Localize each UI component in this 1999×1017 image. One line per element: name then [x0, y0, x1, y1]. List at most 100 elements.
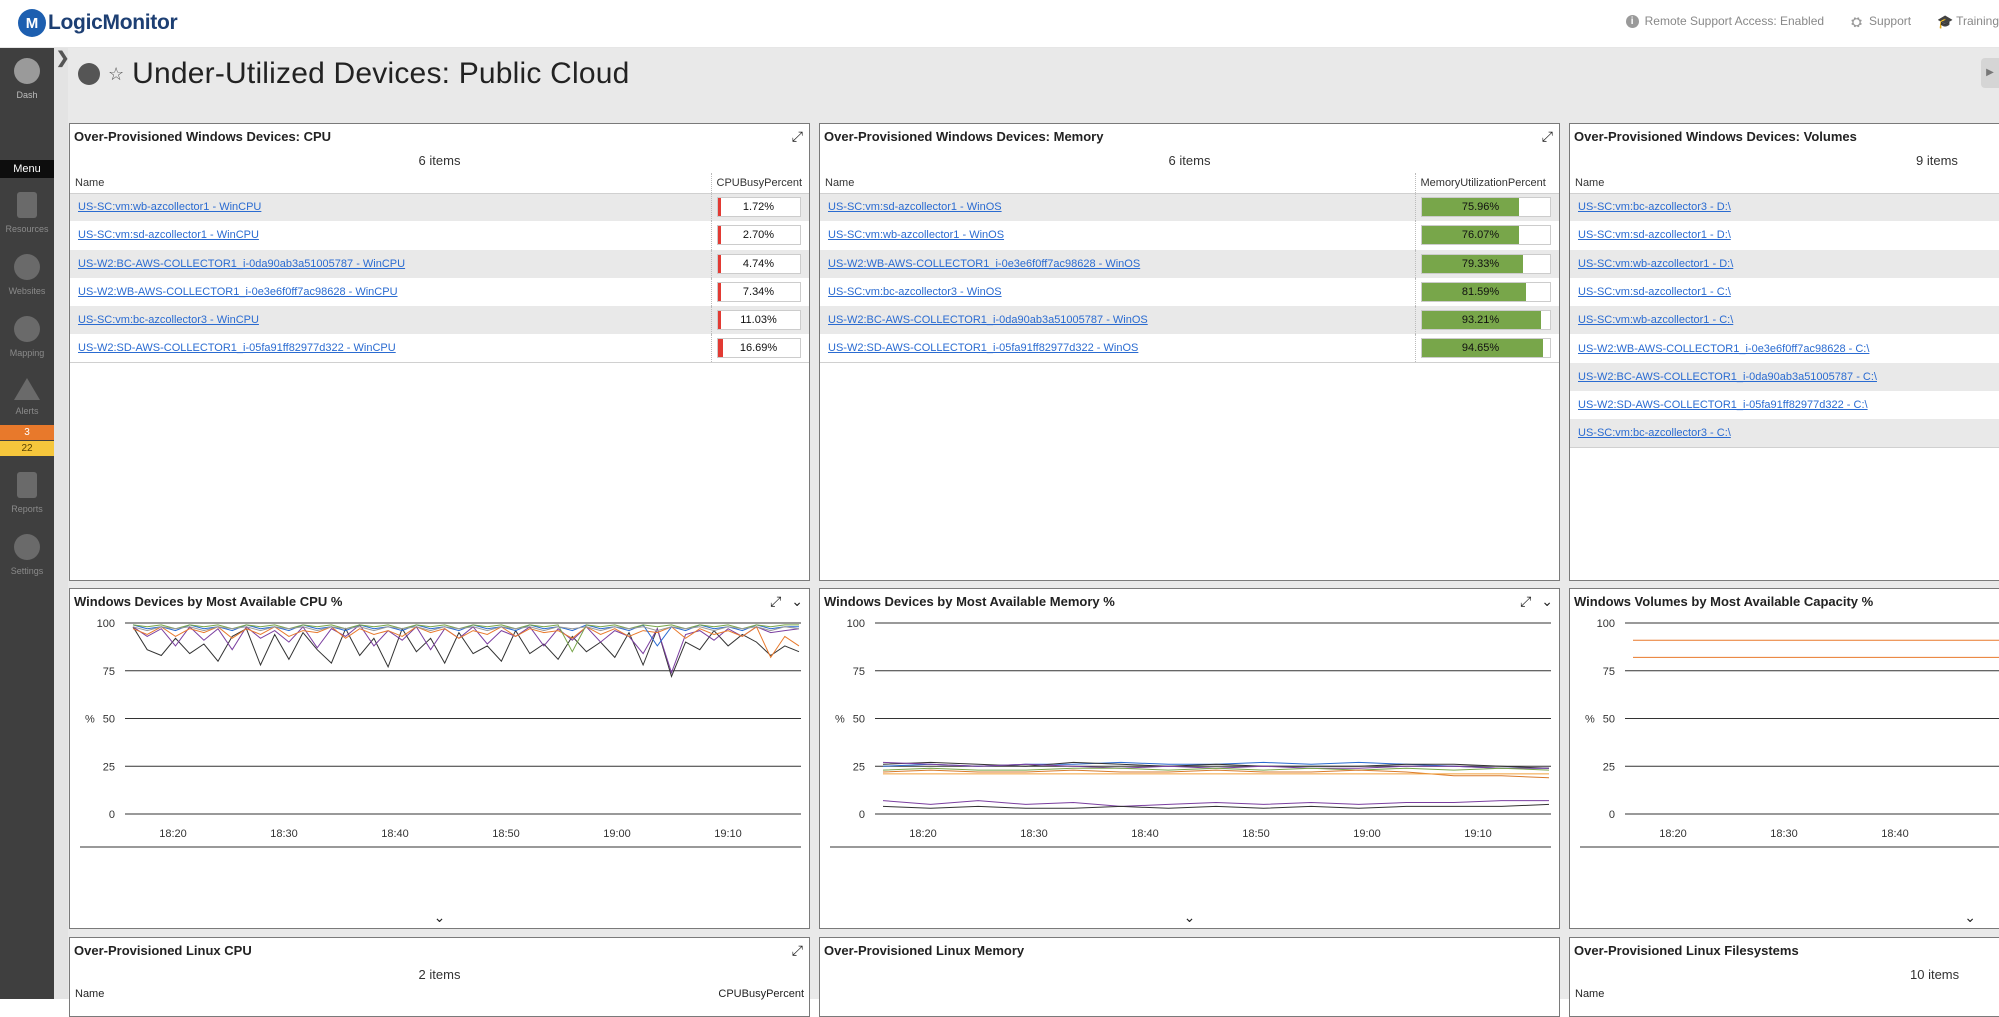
- column-header-name[interactable]: Name: [75, 988, 105, 1000]
- device-link[interactable]: US-SC:vm:bc-azcollector3 - WinOS: [828, 286, 1002, 299]
- sidebar-item-websites[interactable]: Websites: [0, 254, 54, 296]
- sidebar-item-dash[interactable]: Dash: [0, 58, 54, 100]
- logo-mark-icon: M: [18, 9, 46, 37]
- name-cell: US-SC:vm:wb-azcollector1 - D:\: [1570, 249, 1999, 278]
- name-cell: US-W2:WB-AWS-COLLECTOR1_i-0e3e6f0ff7ac98…: [70, 278, 711, 306]
- training-link[interactable]: 🎓 Training: [1937, 14, 1999, 28]
- x-tick-label: 19:00: [1353, 828, 1381, 840]
- device-link[interactable]: US-W2:WB-AWS-COLLECTOR1_i-0e3e6f0ff7ac98…: [828, 257, 1141, 270]
- reports-icon: [17, 472, 37, 498]
- value-cell: 94.65%: [1414, 334, 1559, 364]
- device-link[interactable]: US-W2:BC-AWS-COLLECTOR1_i-0da90ab3a51005…: [78, 257, 406, 270]
- column-header-name[interactable]: Name: [1570, 173, 1999, 194]
- alert-count-warning-badge[interactable]: 22: [0, 441, 54, 456]
- device-link[interactable]: US-W2:SD-AWS-COLLECTOR1_i-05fa91ff82977d…: [1578, 399, 1868, 412]
- column-header-cpu-busy[interactable]: CPUBusyPercent: [710, 173, 809, 194]
- table-row: US-W2:WB-AWS-COLLECTOR1_i-0e3e6f0ff7ac98…: [70, 277, 809, 307]
- logo-text: LogicMonitor: [48, 11, 178, 34]
- column-header-name[interactable]: Name: [820, 173, 1415, 194]
- value-cell: 4.74%: [710, 249, 809, 278]
- device-link[interactable]: US-SC:vm:bc-azcollector3 - WinCPU: [78, 314, 259, 327]
- value-cell: 11.03%: [710, 306, 809, 335]
- support-icon: ⛭: [1851, 13, 1862, 29]
- device-link[interactable]: US-W2:SD-AWS-COLLECTOR1_i-05fa91ff82977d…: [78, 342, 396, 355]
- remote-support-link[interactable]: i Remote Support Access: Enabled: [1625, 14, 1824, 28]
- series-line: [132, 626, 800, 659]
- widget-tools: ⤢ ⌄: [760, 593, 803, 610]
- sidebar-item-mapping[interactable]: Mapping: [0, 316, 54, 358]
- device-link[interactable]: US-SC:vm:sd-azcollector1 - D:\: [1578, 229, 1731, 242]
- expand-icon[interactable]: ⤢: [791, 942, 803, 958]
- device-link[interactable]: US-SC:vm:wb-azcollector1 - C:\: [1578, 314, 1734, 327]
- sidebar-item-alerts[interactable]: Alerts: [0, 378, 54, 416]
- x-tick-label: 18:50: [1242, 828, 1270, 840]
- x-tick-label: 19:10: [714, 828, 742, 840]
- value-cell: 79.33%: [1414, 249, 1559, 278]
- support-label: Support: [1869, 14, 1912, 28]
- y-tick-label: 0: [1609, 809, 1615, 821]
- device-link[interactable]: US-W2:WB-AWS-COLLECTOR1_i-0e3e6f0ff7ac98…: [78, 286, 398, 299]
- item-count: 6 items: [418, 153, 461, 168]
- alert-count-error-badge[interactable]: 3: [0, 425, 54, 440]
- expand-icon[interactable]: ⤢: [791, 128, 803, 144]
- bar-value: 81.59%: [1461, 286, 1500, 299]
- device-link[interactable]: US-SC:vm:sd-azcollector1 - C:\: [1578, 286, 1731, 299]
- name-cell: US-W2:SD-AWS-COLLECTOR1_i-05fa91ff82977d…: [820, 334, 1415, 364]
- table-row: US-SC:vm:wb-azcollector1 - WinCPU 1.72%: [70, 193, 809, 222]
- device-link[interactable]: US-SC:vm:sd-azcollector1 - WinCPU: [78, 229, 259, 242]
- top-bar: M LogicMonitor i Remote Support Access: …: [0, 0, 1999, 48]
- name-cell: US-SC:vm:wb-azcollector1 - C:\: [1570, 306, 1999, 335]
- device-link[interactable]: US-SC:vm:wb-azcollector1 - WinCPU: [78, 201, 262, 214]
- bar-fill: [717, 198, 721, 217]
- device-link[interactable]: US-W2:WB-AWS-COLLECTOR1_i-0e3e6f0ff7ac98…: [1578, 342, 1870, 355]
- sidebar-item-resources[interactable]: Resources: [0, 192, 54, 234]
- right-panel-toggle[interactable]: ▶: [1981, 58, 1999, 88]
- y-axis-label: %: [1585, 714, 1595, 726]
- x-tick-label: 19:10: [1464, 828, 1492, 840]
- device-link[interactable]: US-W2:SD-AWS-COLLECTOR1_i-05fa91ff82977d…: [828, 342, 1139, 355]
- cpu-busy-bar: 2.70%: [716, 225, 801, 246]
- y-tick-label: 75: [1603, 666, 1615, 678]
- sidebar-item-reports[interactable]: Reports: [0, 472, 54, 514]
- mapping-icon: [14, 316, 40, 342]
- memory-utilization-bar: 75.96%: [1420, 197, 1551, 218]
- device-link[interactable]: US-SC:vm:sd-azcollector1 - WinOS: [828, 201, 1002, 214]
- widget-tools: ⤢: [1532, 128, 1553, 145]
- expand-legend-chevron-icon[interactable]: ⌄: [1183, 909, 1196, 925]
- expand-legend-chevron-icon[interactable]: ⌄: [1964, 909, 1976, 925]
- table-row: US-SC:vm:bc-azcollector3 - WinOS 81.59%: [820, 277, 1559, 307]
- name-cell: US-W2:SD-AWS-COLLECTOR1_i-05fa91ff82977d…: [70, 334, 711, 364]
- favorite-star-icon[interactable]: ☆: [108, 63, 125, 84]
- widget-cpu-chart: Windows Devices by Most Available CPU % …: [69, 588, 810, 929]
- expand-icon[interactable]: ⤢: [1520, 593, 1532, 609]
- widget-windows-memory: Over-Provisioned Windows Devices: Memory…: [819, 123, 1560, 581]
- device-link[interactable]: US-SC:vm:wb-azcollector1 - D:\: [1578, 257, 1734, 270]
- expand-icon[interactable]: ⤢: [770, 593, 782, 609]
- column-header-memory-utilization[interactable]: MemoryUtilizationPercent: [1414, 173, 1559, 194]
- bar-value: 7.34%: [742, 286, 775, 299]
- chevron-down-icon[interactable]: ⌄: [1541, 593, 1553, 609]
- series-line: [882, 767, 1550, 771]
- device-link[interactable]: US-W2:BC-AWS-COLLECTOR1_i-0da90ab3a51005…: [828, 314, 1148, 327]
- chevron-down-icon[interactable]: ⌄: [791, 593, 803, 609]
- column-header-name[interactable]: Name: [1575, 988, 1605, 1000]
- dashboard-tree-toggle[interactable]: ❯: [54, 48, 69, 999]
- widget-title: Over-Provisioned Windows Devices: CPU: [74, 129, 332, 144]
- table-row: US-W2:SD-AWS-COLLECTOR1_i-05fa91ff82977d…: [70, 334, 809, 364]
- support-link[interactable]: ⛭ Support: [1850, 14, 1911, 28]
- expand-legend-chevron-icon[interactable]: ⌄: [433, 909, 446, 925]
- column-header-name[interactable]: Name: [70, 173, 711, 194]
- bar-fill: [717, 339, 723, 358]
- sidebar-item-settings[interactable]: Settings: [0, 534, 54, 576]
- column-header-cpu-busy[interactable]: CPUBusyPercent: [718, 988, 804, 1000]
- menu-button[interactable]: Menu: [0, 160, 54, 178]
- expand-icon[interactable]: ⤢: [1541, 128, 1553, 144]
- device-link[interactable]: US-SC:vm:bc-azcollector3 - D:\: [1578, 201, 1731, 214]
- device-link[interactable]: US-SC:vm:wb-azcollector1 - WinOS: [828, 229, 1005, 242]
- bar-fill: [1421, 226, 1519, 245]
- device-link[interactable]: US-SC:vm:bc-azcollector3 - C:\: [1578, 427, 1731, 440]
- device-link[interactable]: US-W2:BC-AWS-COLLECTOR1_i-0da90ab3a51005…: [1578, 370, 1877, 383]
- value-cell: 76.07%: [1414, 221, 1559, 250]
- logicmonitor-logo[interactable]: M LogicMonitor: [18, 9, 178, 37]
- widget-tools: ⤢ ⌄: [1510, 593, 1553, 610]
